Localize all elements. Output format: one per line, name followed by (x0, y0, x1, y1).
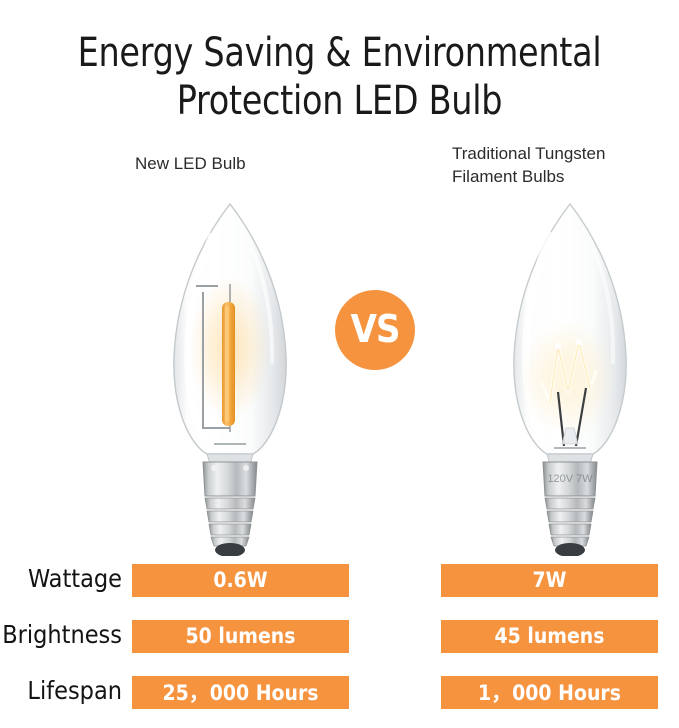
spec-label-lifespan: Lifespan (27, 676, 122, 705)
spec-value-lifespan-tungsten: 1，000 Hours (441, 676, 658, 709)
page-title: Energy Saving & Environmental Protection… (24, 29, 655, 125)
product-caption-tungsten-line-2: Filament Bulbs (452, 167, 565, 186)
page-title-line-2: Protection LED Bulb (176, 77, 503, 124)
table-row: Lifespan 25，000 Hours 1，000 Hours (0, 672, 679, 728)
spec-value-lifespan-led: 25，000 Hours (132, 676, 349, 709)
spec-value-brightness-led: 50 lumens (132, 620, 349, 653)
tungsten-base-rating-text: 120V 7W (547, 473, 593, 485)
led-bulb-image (140, 196, 320, 556)
versus-badge: VS (335, 290, 415, 370)
comparison-table: Wattage 0.6W 7W Brightness 50 lumens 45 … (0, 560, 679, 728)
table-row: Wattage 0.6W 7W (0, 560, 679, 616)
spec-label-brightness: Brightness (2, 620, 122, 649)
led-bulb-base (202, 461, 258, 497)
spec-label-wattage: Wattage (28, 564, 122, 593)
product-caption-tungsten-line-1: Traditional Tungsten (452, 144, 606, 163)
tungsten-bulb-base (542, 461, 598, 497)
page-title-line-1: Energy Saving & Environmental (77, 29, 602, 76)
table-row: Brightness 50 lumens 45 lumens (0, 616, 679, 672)
product-caption-led: New LED Bulb (135, 152, 246, 175)
product-caption-tungsten: Traditional Tungsten Filament Bulbs (452, 142, 605, 188)
spec-value-wattage-led: 0.6W (132, 564, 349, 597)
product-caption-led-line-1: New LED Bulb (135, 154, 246, 173)
spec-value-brightness-tungsten: 45 lumens (441, 620, 658, 653)
versus-label: VS (350, 307, 400, 351)
tungsten-bulb-image: 120V 7W (480, 196, 660, 556)
spec-value-wattage-tungsten: 7W (441, 564, 658, 597)
